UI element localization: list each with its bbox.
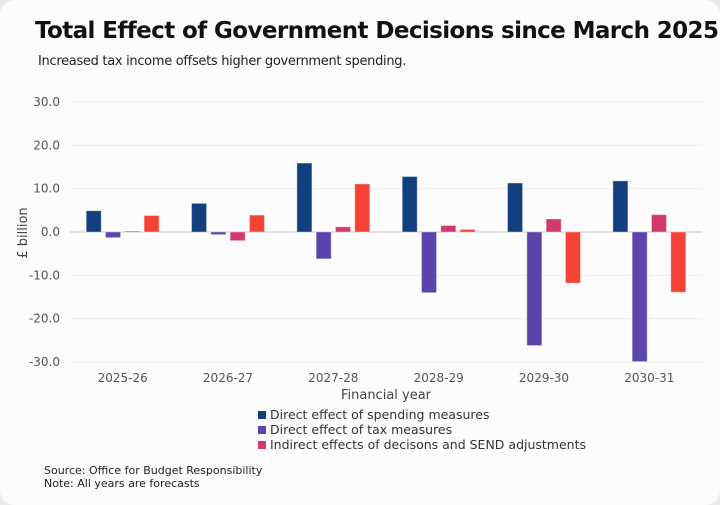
bar-unlabeled-series-2029-30 bbox=[564, 231, 581, 284]
x-tick-label: 2030-31 bbox=[624, 371, 674, 385]
legend-label: Indirect effects of decisons and SEND ad… bbox=[270, 437, 587, 452]
legend: Direct effect of spending measures Direct… bbox=[258, 407, 586, 452]
bar-direct-effect-of-spending-measures-2025-26 bbox=[85, 210, 102, 233]
bar-indirect-effects-of-decisons-and-send-adjustments-2028-29 bbox=[440, 225, 457, 233]
bar-indirect-effects-of-decisons-and-send-adjustments-2030-31 bbox=[650, 214, 667, 233]
bar-direct-effect-of-tax-measures-2030-31 bbox=[631, 231, 648, 363]
bar-direct-effect-of-spending-measures-2030-31 bbox=[612, 180, 629, 233]
y-tick-label: 20.0 bbox=[33, 138, 60, 152]
bar-unlabeled-series-2026-27 bbox=[248, 214, 265, 233]
bar-direct-effect-of-tax-measures-2025-26 bbox=[105, 231, 122, 239]
footer: Source: Office for Budget Responsibility… bbox=[44, 464, 262, 490]
legend-swatch bbox=[258, 425, 266, 434]
bar-direct-effect-of-tax-measures-2027-28 bbox=[315, 231, 332, 260]
bar-direct-effect-of-tax-measures-2029-30 bbox=[526, 231, 543, 347]
bar-unlabeled-series-2028-29 bbox=[459, 228, 476, 233]
source-note: Source: Office for Budget Responsibility bbox=[44, 464, 263, 477]
legend-label: Direct effect of spending measures bbox=[270, 407, 490, 422]
y-tick-label: -10.0 bbox=[29, 268, 60, 282]
bar-direct-effect-of-spending-measures-2028-29 bbox=[401, 176, 418, 233]
y-tick-label: -20.0 bbox=[29, 312, 60, 326]
bar-indirect-effects-of-decisons-and-send-adjustments-2029-30 bbox=[545, 218, 562, 233]
bar-indirect-effects-of-decisons-and-send-adjustments-2025-26 bbox=[124, 230, 141, 233]
y-tick-label: 10.0 bbox=[33, 182, 60, 196]
x-tick-label: 2028-29 bbox=[414, 371, 464, 385]
chart-title: Total Effect of Government Decisions sin… bbox=[35, 18, 719, 44]
legend-label: Direct effect of tax measures bbox=[270, 422, 453, 437]
bar-direct-effect-of-tax-measures-2028-29 bbox=[421, 231, 438, 294]
legend-item: Indirect effects of decisons and SEND ad… bbox=[258, 437, 586, 452]
x-tick-label: 2027-28 bbox=[308, 371, 358, 385]
x-tick-label: 2029-30 bbox=[519, 371, 569, 385]
y-axis-label: £ billion bbox=[16, 207, 31, 258]
bar-direct-effect-of-tax-measures-2026-27 bbox=[210, 231, 227, 236]
y-tick-label: -30.0 bbox=[29, 355, 60, 369]
x-tick-label: 2025-26 bbox=[98, 371, 148, 385]
x-axis-label: Financial year bbox=[341, 388, 432, 403]
legend-swatch bbox=[258, 440, 266, 449]
legend-swatch bbox=[258, 410, 266, 419]
bar-direct-effect-of-spending-measures-2029-30 bbox=[507, 182, 524, 233]
bar-indirect-effects-of-decisons-and-send-adjustments-2027-28 bbox=[334, 226, 351, 233]
bar-unlabeled-series-2027-28 bbox=[354, 183, 371, 233]
legend-item: Direct effect of tax measures bbox=[258, 422, 586, 437]
forecast-note: Note: All years are forecasts bbox=[44, 477, 200, 490]
bar-unlabeled-series-2030-31 bbox=[670, 231, 687, 293]
bar-unlabeled-series-2025-26 bbox=[143, 215, 160, 233]
legend-item: Direct effect of spending measures bbox=[258, 407, 586, 422]
bar-direct-effect-of-spending-measures-2027-28 bbox=[296, 162, 313, 233]
chart-subtitle: Increased tax income offsets higher gove… bbox=[38, 54, 407, 69]
bar-indirect-effects-of-decisons-and-send-adjustments-2026-27 bbox=[229, 231, 246, 242]
y-tick-label: 30.0 bbox=[33, 95, 60, 109]
x-tick-label: 2026-27 bbox=[203, 371, 253, 385]
bar-direct-effect-of-spending-measures-2026-27 bbox=[191, 202, 208, 233]
y-tick-label: 0.0 bbox=[41, 225, 60, 239]
